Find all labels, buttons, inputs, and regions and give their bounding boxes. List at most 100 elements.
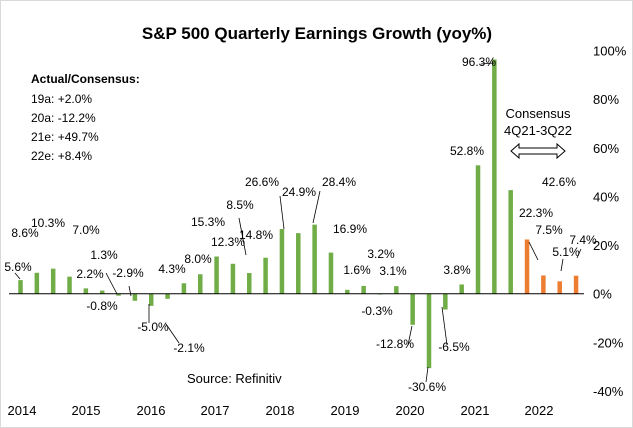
y-tick-label: 40%	[593, 189, 619, 204]
annotation-row: 21e: +49.7%	[31, 130, 99, 144]
bar-data-label: 42.6%	[542, 175, 576, 189]
bar-data-label: 8.5%	[226, 198, 254, 212]
bars	[18, 59, 579, 369]
x-tick-label: 2015	[72, 403, 101, 418]
bar-actual	[116, 293, 121, 296]
bar-actual	[67, 276, 72, 294]
y-tick-label: 100%	[593, 44, 627, 59]
bar-actual	[459, 284, 464, 294]
bar-actual	[34, 272, 40, 294]
bar-actual	[394, 286, 399, 294]
bar-data-label: 5.6%	[4, 260, 32, 274]
label-leader-line	[425, 366, 429, 383]
bar-actual	[443, 293, 448, 310]
y-tick-label: -20%	[593, 335, 624, 350]
bar-consensus	[557, 281, 562, 294]
label-leader-line	[407, 325, 413, 346]
y-tick-label: -40%	[593, 384, 624, 399]
x-tick-label: 2020	[396, 403, 425, 418]
bar-actual	[247, 273, 252, 294]
bar-actual	[410, 293, 415, 325]
bar-data-label: 28.4%	[322, 175, 356, 189]
bar-actual	[132, 293, 138, 301]
bar-data-label: 3.2%	[367, 247, 395, 261]
bar-actual	[99, 290, 105, 294]
actual-consensus-header: Actual/Consensus:	[31, 72, 140, 86]
bar-data-label: 26.6%	[245, 175, 279, 189]
bar-data-label: -2.9%	[112, 266, 144, 280]
annotation-row: 19a: +2.0%	[31, 92, 92, 106]
bar-data-label: 16.9%	[333, 222, 367, 236]
bar-actual	[181, 283, 187, 294]
y-tick-label: 60%	[593, 141, 619, 156]
annotation-row: 20a: -12.2%	[31, 111, 96, 125]
bar-actual	[50, 268, 56, 294]
bar-data-label: 24.9%	[282, 185, 316, 199]
bar-consensus	[541, 275, 546, 294]
bar-actual	[296, 233, 301, 294]
bar-data-label: 7.5%	[535, 223, 563, 237]
bar-consensus	[524, 239, 530, 294]
x-tick-label: 2019	[331, 403, 360, 418]
bar-data-label: 96.3%	[462, 55, 496, 69]
annotation-row: 22e: +8.4%	[31, 149, 92, 163]
bar-actual	[492, 59, 497, 294]
bar-actual	[279, 229, 285, 294]
label-leader-line	[14, 272, 21, 280]
bar-data-label: 4.3%	[158, 262, 186, 276]
y-tick-label: 20%	[593, 238, 619, 253]
y-tick-label: 80%	[593, 92, 619, 107]
x-tick-label: 2017	[201, 403, 230, 418]
actual-consensus-box: Actual/Consensus: 19a: +2.0% 20a: -12.2%…	[31, 72, 140, 163]
bar-data-label: 8.0%	[184, 252, 212, 266]
chart-title: S&P 500 Quarterly Earnings Growth (yoy%)	[142, 24, 492, 43]
label-leader-line	[576, 248, 582, 259]
bar-actual	[83, 288, 89, 294]
bar-data-label: 22.3%	[519, 206, 553, 220]
bar-actual	[230, 263, 236, 294]
label-leader-line	[528, 241, 539, 261]
label-leader-line	[238, 217, 247, 256]
bar-actual	[197, 274, 203, 294]
bar-consensus	[573, 275, 579, 294]
label-leader-line	[312, 190, 321, 224]
bar-data-label: 10.3%	[31, 216, 65, 230]
bar-data-label: 7.0%	[72, 223, 100, 237]
bar-data-label: 15.3%	[191, 215, 225, 229]
bar-actual	[263, 257, 268, 294]
bar-data-label: 2.2%	[76, 267, 104, 281]
bar-actual	[328, 252, 334, 294]
label-leader-line	[441, 306, 448, 346]
bar-data-label: -6.5%	[438, 340, 470, 354]
x-tick-label: 2016	[137, 403, 166, 418]
consensus-label: Consensus	[505, 106, 571, 121]
bar-data-label: -30.6%	[408, 380, 446, 394]
label-leader-line	[480, 62, 495, 65]
bar-actual	[18, 280, 23, 294]
x-tick-label: 2018	[266, 403, 295, 418]
bar-actual	[508, 190, 513, 294]
bar-actual	[475, 165, 481, 294]
bar-actual	[165, 293, 170, 299]
x-tick-label: 2022	[525, 403, 554, 418]
bar-data-label: -2.1%	[173, 341, 205, 355]
bar-labels: 5.6% 8.6%10.3% 7.0% 2.2% 1.3% -0.8% -2.9% -5.0%…	[4, 55, 597, 394]
source-note: Source: Refinitiv	[187, 371, 282, 386]
label-leader-line	[128, 285, 132, 297]
bar-data-label: -0.8%	[86, 299, 118, 313]
bar-actual	[345, 289, 350, 294]
bar-actual	[312, 224, 317, 294]
x-tick-label: 2021	[461, 403, 490, 418]
bar-actual	[361, 285, 366, 294]
bar-data-label: -5.0%	[137, 320, 169, 334]
bar-data-label: 14.8%	[239, 228, 273, 242]
y-axis-ticks: 100% 80% 60% 40% 20% 0% -20% -40%	[593, 44, 627, 400]
bar-data-label: 5.1%	[552, 245, 580, 259]
bar-actual	[148, 293, 154, 306]
label-leader-line	[560, 258, 564, 272]
label-leader-line	[105, 272, 118, 295]
x-tick-label: 2014	[8, 403, 37, 418]
label-leader-line	[279, 195, 285, 230]
